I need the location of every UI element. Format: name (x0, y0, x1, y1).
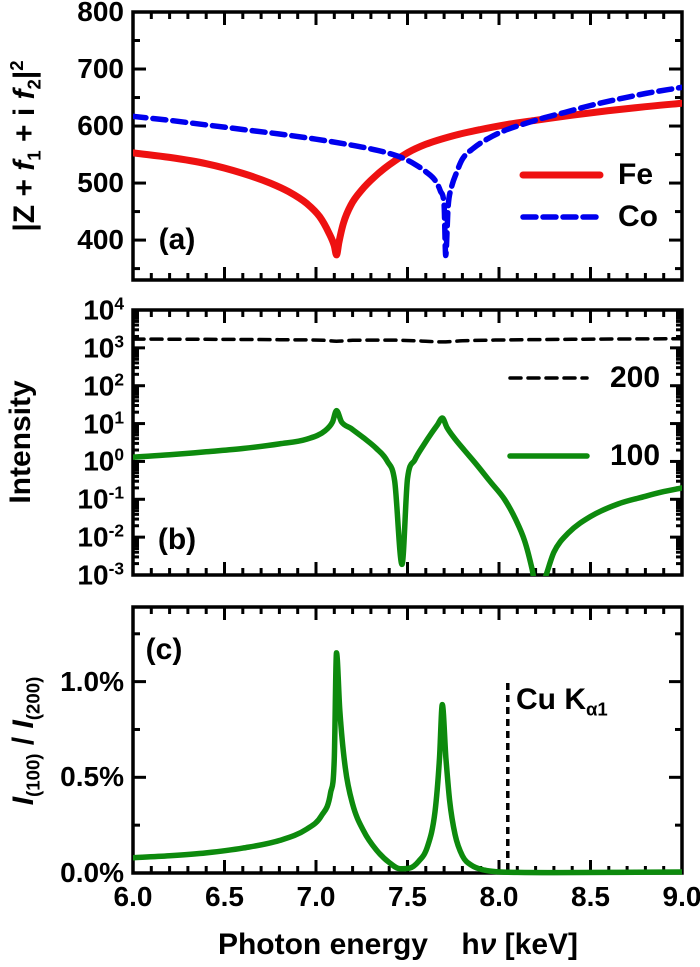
x-tick-label: 9.0 (662, 881, 700, 912)
b-y-tick-label: 10-2 (77, 520, 124, 553)
cu-ka1-annotation: Cu Kα1 (516, 682, 608, 720)
a-y-tick-label: 700 (77, 53, 124, 84)
a-y-tick-label: 400 (77, 224, 124, 255)
series-100-curve (133, 407, 682, 576)
panel-letter-a: (a) (158, 223, 196, 256)
x-tick-label: 6.0 (113, 881, 153, 912)
panel-(a) (131, 10, 684, 282)
a-y-axis-title: |Z + f1 + i f2|2 (5, 60, 45, 232)
b-y-tick-label: 102 (83, 369, 124, 402)
panel-frame (131, 605, 684, 875)
x-tick-label: 6.5 (205, 881, 244, 912)
panel-(c) (131, 605, 684, 876)
series-Co-curve (133, 84, 682, 259)
series-ratio_100_200-curve (133, 650, 682, 876)
c-y-tick-label: 0.0% (60, 857, 124, 888)
b-y-tick-label: 101 (83, 406, 124, 440)
x-tick-label: 8.5 (571, 881, 610, 912)
c-y-tick-label: 0.5% (60, 761, 124, 792)
c-y-tick-label: 1.0% (60, 666, 124, 697)
b-y-axis-title: Intensity (4, 380, 37, 504)
legend-label-100: 100 (610, 439, 661, 472)
a-y-tick-label: 600 (77, 110, 124, 141)
panel-frame (131, 10, 684, 282)
x-tick-label: 7.0 (296, 881, 336, 912)
x-axis-title: Photon energy hν [keV] (217, 928, 579, 961)
b-y-tick-label: 10-3 (77, 558, 124, 591)
panel-letter-c: (c) (145, 633, 183, 666)
b-y-tick-label: 100 (83, 444, 124, 478)
x-tick-label: 7.5 (388, 881, 427, 912)
b-y-tick-label: 103 (83, 331, 124, 364)
legend-label-200: 200 (610, 361, 661, 394)
a-y-tick-label: 800 (77, 0, 124, 27)
a-y-tick-label: 500 (77, 167, 124, 198)
panel-(b) (131, 308, 684, 577)
b-y-tick-label: 104 (83, 293, 124, 326)
c-y-axis-title: I(100) / I(200) (6, 676, 44, 806)
b-y-tick-label: 10-1 (77, 482, 124, 515)
panel-letter-b: (b) (157, 523, 197, 556)
panel-frame (131, 308, 684, 577)
legend-label-co: Co (618, 200, 658, 233)
series-200-curve (133, 336, 682, 344)
legend-label-fe: Fe (618, 158, 654, 191)
x-tick-label: 8.0 (479, 881, 519, 912)
